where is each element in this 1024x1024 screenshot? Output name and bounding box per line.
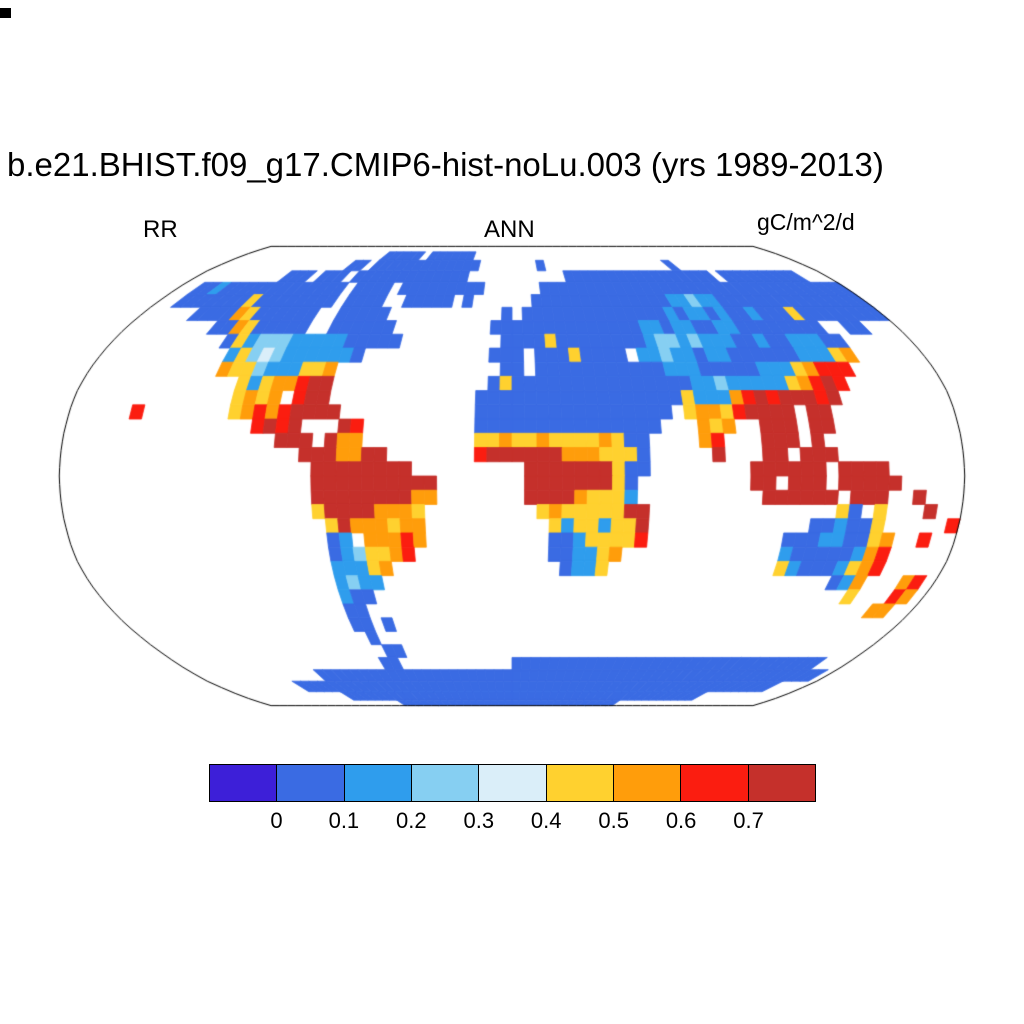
colorbar [209,764,816,802]
colorbar-tick-label: 0.4 [530,808,562,833]
colorbar-tick-label: 0 [270,808,283,833]
colorbar-segment [546,765,614,801]
colorbar-tick-label: 0.1 [328,808,360,833]
colorbar-segment [210,765,278,801]
colorbar-wrap: 0 0.1 0.2 0.3 0.4 0.5 0.6 0.7 [209,764,816,838]
colorbar-tick-label: 0.7 [733,808,764,833]
corner-artifact [0,8,11,18]
colorbar-segment [613,765,682,801]
colorbar-tick-label: 0.3 [463,808,495,833]
colorbar-tick-label: 0.5 [598,808,629,833]
colorbar-labels: 0 0.1 0.2 0.3 0.4 0.5 0.6 0.7 [209,808,816,838]
world-map-canvas [57,241,967,711]
colorbar-segment [479,765,547,801]
colorbar-segment [748,765,815,801]
colorbar-segment [344,765,412,801]
colorbar-segment [411,765,480,801]
colorbar-tick-label: 0.2 [396,808,427,833]
colorbar-segment [277,765,345,801]
plot-title: b.e21.BHIST.f09_g17.CMIP6-hist-noLu.003 … [7,146,884,183]
units-label: gC/m^2/d [757,209,855,235]
variable-label: RR [143,216,178,243]
season-label: ANN [484,216,535,243]
colorbar-tick-label: 0.6 [665,808,697,833]
colorbar-segment [681,765,749,801]
